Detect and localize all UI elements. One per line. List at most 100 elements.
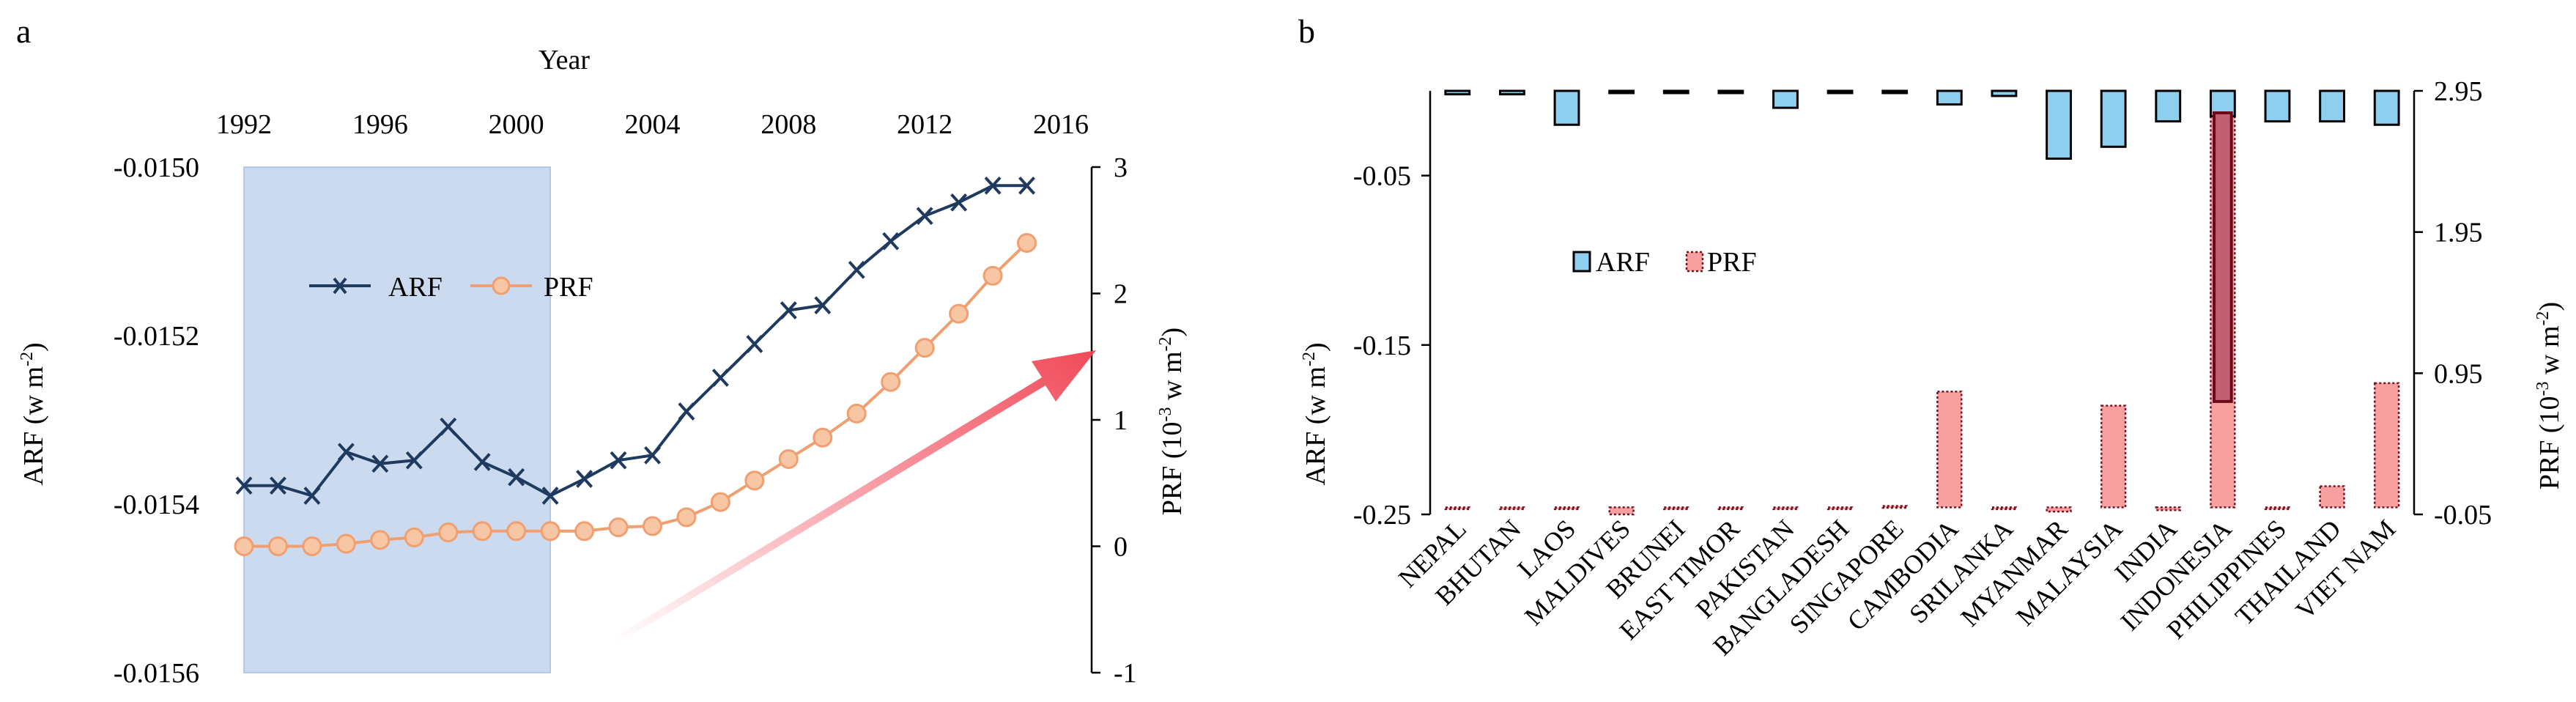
panel-b: b -0.05 -0.15 -0.25 2.95 1.95 0.95 -0.05 NEPA… [1298,12,2565,661]
legend-b-prf-swatch [1685,251,1704,273]
prf-bar [1608,506,1635,516]
prf-point [982,265,1003,286]
prf-bar [2155,506,2181,511]
arf-point [235,476,253,495]
arf-point [678,402,695,421]
prf-point [914,338,935,358]
prf-point [1017,233,1037,253]
arf-bar [2264,89,2291,123]
x-tick-label-2004: 2004 [625,109,681,140]
arf-bar [1936,89,1963,106]
x-tick-label-2016: 2016 [1033,109,1089,140]
right-tick-label: 2 [1114,279,1128,310]
panel-b-left-ticks: -0.05 -0.15 -0.25 [1353,161,1430,531]
panel-b-legend: ARF PRF [1572,247,1757,278]
panel-b-label: b [1298,12,1315,50]
prf-point [710,492,730,512]
prf-point [813,427,833,448]
panel-a-x-title: Year [538,45,590,75]
left-tick-label: -0.15 [1353,330,1411,361]
left-tick-label: -0.0152 [114,321,199,352]
right-tick-label: 0 [1114,532,1128,563]
arf-point [814,296,832,314]
panel-a-series [234,176,1037,556]
right-tick-label: -1 [1114,658,1137,689]
prf-point [234,536,254,556]
prf-point [574,521,595,542]
right-tick-label: 1 [1114,405,1128,436]
legend-b-arf-swatch [1572,251,1591,273]
x-tick-label-1996: 1996 [352,109,408,140]
prf-bar [1499,506,1525,511]
prf-point [404,527,424,547]
panel-a-x-ticks: 1992 1996 2000 2004 2008 2012 2016 [216,109,1089,140]
legend-arf-label: ARF [388,272,443,303]
panel-a-right-axis-title: PRF (10-3 w m-2) [1156,328,1188,515]
arf-point [882,232,900,251]
arf-point [337,443,355,462]
prf-bar [1444,506,1470,511]
prf-point [643,516,662,536]
prf-bar [1772,506,1799,511]
arf-point [984,176,1002,195]
right-tick-label: 0.95 [2434,358,2483,389]
left-tick-label: -0.0156 [114,658,199,689]
arf-point [541,487,559,505]
left-tick-label: -0.0150 [114,152,199,183]
arf-point [916,207,933,226]
arf-point [1018,176,1036,195]
arf-point [746,335,763,353]
prf-bar [1553,506,1580,511]
panel-a-left-axis-title: ARF (w m-2) [18,342,49,485]
right-tick-label: 3 [1114,152,1128,183]
right-tick-label: 1.95 [2434,218,2483,248]
panel-a-shaded-period [243,166,551,673]
arf-point [950,193,968,212]
trend-arrow [614,350,1096,643]
panel-b-right-ticks: 2.95 1.95 0.95 -0.05 [2414,76,2492,531]
panel-a-left-ticks: -0.0150 -0.0152 -0.0154 -0.0156 [114,152,199,689]
prf-point [540,521,560,542]
panel-a-right-ticks: 3 2 1 0 -1 [1092,152,1137,689]
arf-bar [2100,89,2127,148]
prf-point [302,536,322,556]
prf-point [881,372,901,392]
arf-bar [2046,89,2072,160]
arf-point [576,470,593,488]
prf-point [472,521,492,542]
prf-point [608,517,629,538]
arf-point [848,260,865,279]
arf-bar [1772,89,1799,109]
right-tick-label: -0.05 [2434,500,2492,531]
prf-point [438,522,459,543]
arf-point [303,487,321,505]
x-tick-label-2000: 2000 [489,109,544,140]
prf-point [846,403,867,424]
arf-bar [1499,89,1525,96]
prf-bar [1936,391,1963,509]
arf-bar [1826,89,1854,95]
arf-bar [1881,89,1909,95]
legend-prf-marker [492,276,511,295]
panel-b-right-axis-title: PRF (10-3 w m-2) [2534,302,2565,489]
prf-bar [1717,506,1744,511]
arf-bar [1717,89,1744,95]
left-tick-label: -0.25 [1353,500,1411,531]
prf-bar [1663,506,1689,511]
legend-arf-marker [333,277,347,295]
x-tick-label-2012: 2012 [897,109,952,140]
arf-bar [1608,89,1635,95]
arf-bar [1662,89,1689,95]
prf-bar [1991,506,2018,511]
prf-bar [2046,506,2072,513]
arf-bar [2319,89,2345,123]
legend-prf-label: PRF [544,272,593,303]
prf-point [370,530,391,550]
prf-bar [2264,506,2291,511]
panel-b-bars [1444,89,2400,516]
prf-point [949,303,969,324]
panel-a: a Year 1992 1996 2000 2004 2008 2012 2016 -0.0… [16,12,1188,689]
